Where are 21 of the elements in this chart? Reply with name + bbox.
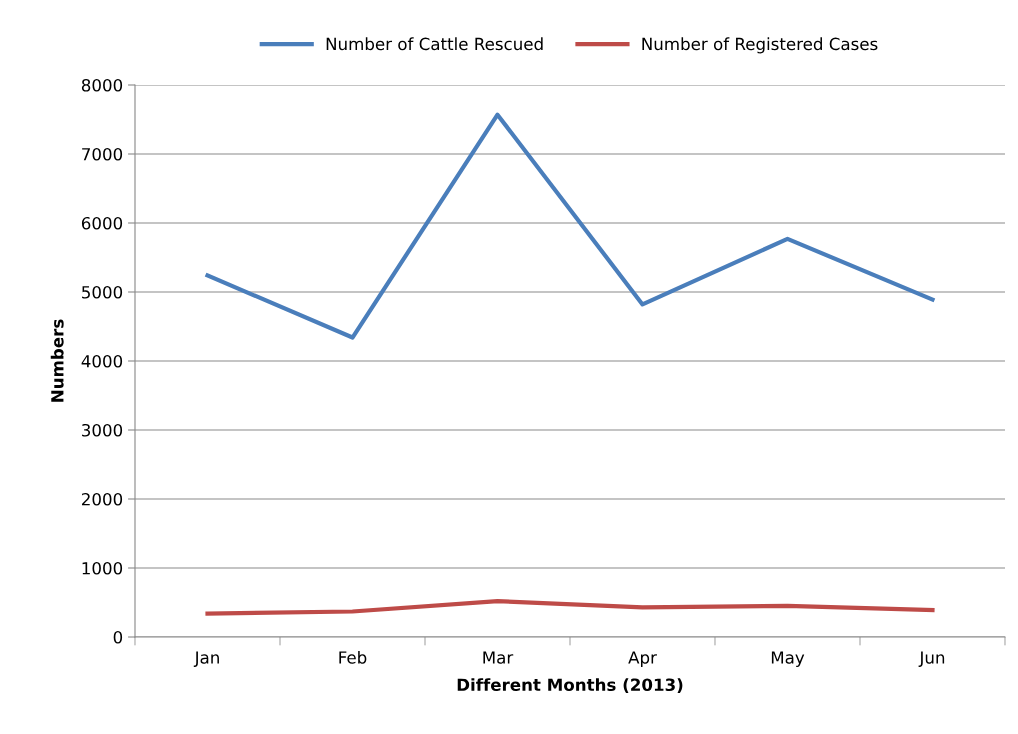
x-tick-label: May	[771, 651, 805, 668]
x-axis-title: Different Months (2013)	[457, 678, 683, 693]
line-series	[205, 599, 935, 616]
y-tick-label: 2000	[82, 492, 123, 506]
x-tick-label: Jun	[918, 651, 945, 667]
line-series	[205, 112, 935, 340]
y-tick-label: 3000	[82, 423, 123, 437]
y-tick-label: 1000	[82, 561, 123, 575]
legend-label: Number of Cattle Rescued	[326, 37, 543, 51]
x-tick-label: Jan	[193, 651, 219, 667]
x-tick-label: Mar	[483, 651, 514, 664]
legend-label: Number of Registered Cases	[642, 37, 878, 54]
y-axis-title: Numbers	[50, 319, 64, 402]
y-tick-label: 6000	[81, 216, 123, 230]
y-tick-label: 8000	[81, 78, 123, 92]
y-tick-label: 0	[113, 630, 123, 644]
y-tick-label: 7000	[82, 147, 123, 161]
y-tick-label: 4000	[81, 354, 123, 368]
x-tick-label: Apr	[628, 651, 657, 668]
y-tick-label: 5000	[82, 285, 123, 299]
x-tick-label: Feb	[339, 650, 367, 664]
